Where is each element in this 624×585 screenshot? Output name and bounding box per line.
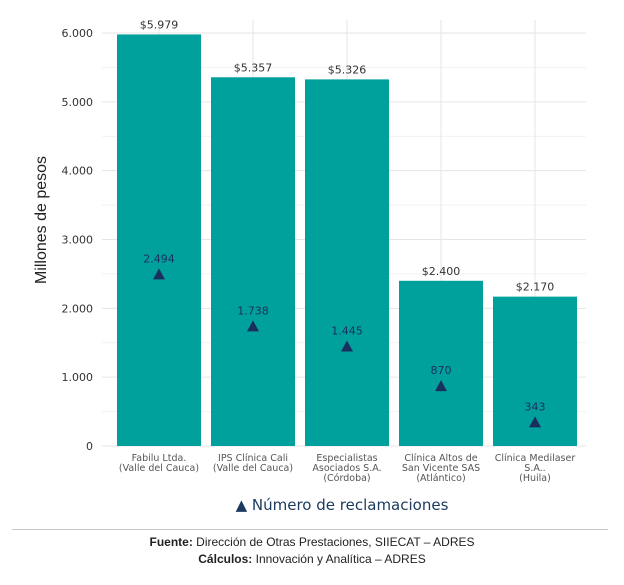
claims-value-label: 2.494: [143, 252, 175, 265]
x-tick-label: (Atlántico): [416, 473, 465, 484]
claims-marker: [341, 340, 353, 352]
x-tick-label: IPS Clínica Cali: [218, 453, 288, 464]
bar: [305, 79, 389, 446]
x-tick-label: Asociados S.A.: [312, 463, 381, 474]
claims-markers: 2.494 1.738 1.445 870 343: [143, 252, 546, 428]
calc-label: Cálculos:: [198, 552, 253, 566]
y-tick-label: 3.000: [62, 234, 94, 247]
legend-claims: ▲ Número de reclamaciones: [236, 496, 449, 514]
y-tick-label: 1.000: [62, 371, 94, 384]
x-axis: Fabilu Ltda.(Valle del Cauca)IPS Clínica…: [119, 453, 575, 484]
footer-divider: [12, 529, 608, 530]
y-tick-label: 0: [86, 440, 93, 453]
x-tick-label: Clínica Medilaser: [495, 453, 576, 464]
bar-value-label: $5.357: [234, 61, 273, 74]
claims-marker: [529, 416, 541, 428]
source-text: Dirección de Otras Prestaciones, SIIECAT…: [192, 535, 475, 549]
y-axis: 0 1.000 2.000 3.000 4.000 5.000 6.000: [62, 27, 94, 453]
claims-marker: [435, 380, 447, 392]
bar-value-label: $2.400: [422, 265, 461, 278]
claims-value-label: 1.738: [237, 304, 269, 317]
bar-value-label: $5.979: [140, 18, 179, 31]
y-axis-title: Millones de pesos: [33, 156, 50, 284]
claims-value-label: 870: [431, 364, 452, 377]
source-label: Fuente:: [149, 535, 193, 549]
bar: [211, 77, 295, 447]
claims-marker: [247, 320, 259, 332]
claims-marker: [153, 268, 165, 280]
source-line: Fuente: Dirección de Otras Prestaciones,…: [0, 535, 624, 549]
calc-line: Cálculos: Innovación y Analítica – ADRES: [0, 552, 624, 566]
calc-text: Innovación y Analítica – ADRES: [252, 552, 426, 566]
x-tick-label: (Valle del Cauca): [119, 463, 199, 474]
bars: $5.979 $5.357 $5.326 $2.400 $2.170: [117, 18, 577, 447]
y-tick-label: 6.000: [62, 27, 94, 40]
x-tick-label: Clínica Altos de: [404, 453, 477, 464]
y-tick-label: 2.000: [62, 302, 94, 315]
y-tick-label: 5.000: [62, 96, 94, 109]
x-tick-label: Especialistas: [316, 453, 377, 464]
x-tick-label: (Córdoba): [323, 473, 370, 484]
bar: [117, 34, 201, 447]
bar-value-label: $2.170: [516, 281, 555, 294]
claims-value-label: 1.445: [331, 325, 363, 338]
claims-value-label: 343: [525, 400, 546, 413]
y-tick-label: 4.000: [62, 165, 94, 178]
x-tick-label: (Valle del Cauca): [213, 463, 293, 474]
bar: [399, 280, 483, 446]
bar-value-label: $5.326: [328, 63, 367, 76]
x-tick-label: (Huila): [519, 473, 551, 484]
x-tick-label: S.A..: [524, 463, 545, 474]
x-tick-label: San Vicente SAS: [402, 463, 480, 474]
x-tick-label: Fabilu Ltda.: [132, 453, 187, 464]
